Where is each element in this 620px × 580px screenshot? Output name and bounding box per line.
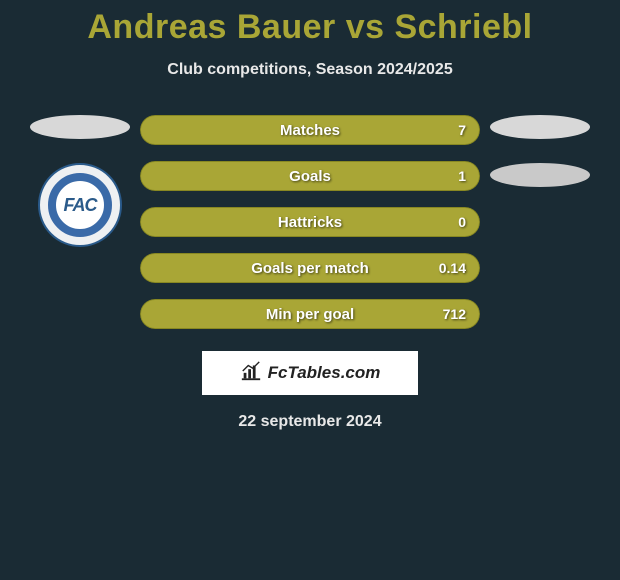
stat-bar: Goals 1 [140, 161, 480, 191]
page-title: Andreas Bauer vs Schriebl [0, 0, 620, 47]
club-logo-text: FAC [48, 173, 112, 237]
stat-value: 1 [458, 168, 466, 184]
stat-label: Hattricks [278, 214, 342, 231]
player-right-avatar-placeholder [490, 115, 590, 139]
stats-bars: Matches 7 Goals 1 Hattricks 0 Goals per match 0… [140, 115, 480, 329]
brand-box: FcTables.com [202, 351, 418, 395]
club-logo-left: FAC [38, 163, 122, 247]
comparison-row: FAC Matches 7 Goals 1 Hattricks 0 Goals per ma… [0, 115, 620, 329]
stat-value: 712 [443, 306, 466, 322]
club-logo-right-placeholder [490, 163, 590, 187]
subtitle: Club competitions, Season 2024/2025 [0, 61, 620, 79]
stat-label: Matches [280, 122, 340, 139]
left-player-col: FAC [20, 115, 140, 247]
stat-bar: Hattricks 0 [140, 207, 480, 237]
stat-label: Goals [289, 168, 331, 185]
stat-value: 7 [458, 122, 466, 138]
stat-bar: Goals per match 0.14 [140, 253, 480, 283]
chart-icon [240, 360, 262, 387]
player-left-avatar-placeholder [30, 115, 130, 139]
stat-bar: Matches 7 [140, 115, 480, 145]
stat-label: Min per goal [266, 306, 354, 323]
stat-value: 0 [458, 214, 466, 230]
stat-label: Goals per match [251, 260, 369, 277]
right-player-col [480, 115, 600, 205]
stat-bar: Min per goal 712 [140, 299, 480, 329]
brand-text: FcTables.com [268, 363, 381, 383]
date-text: 22 september 2024 [0, 413, 620, 431]
stat-value: 0.14 [439, 260, 466, 276]
